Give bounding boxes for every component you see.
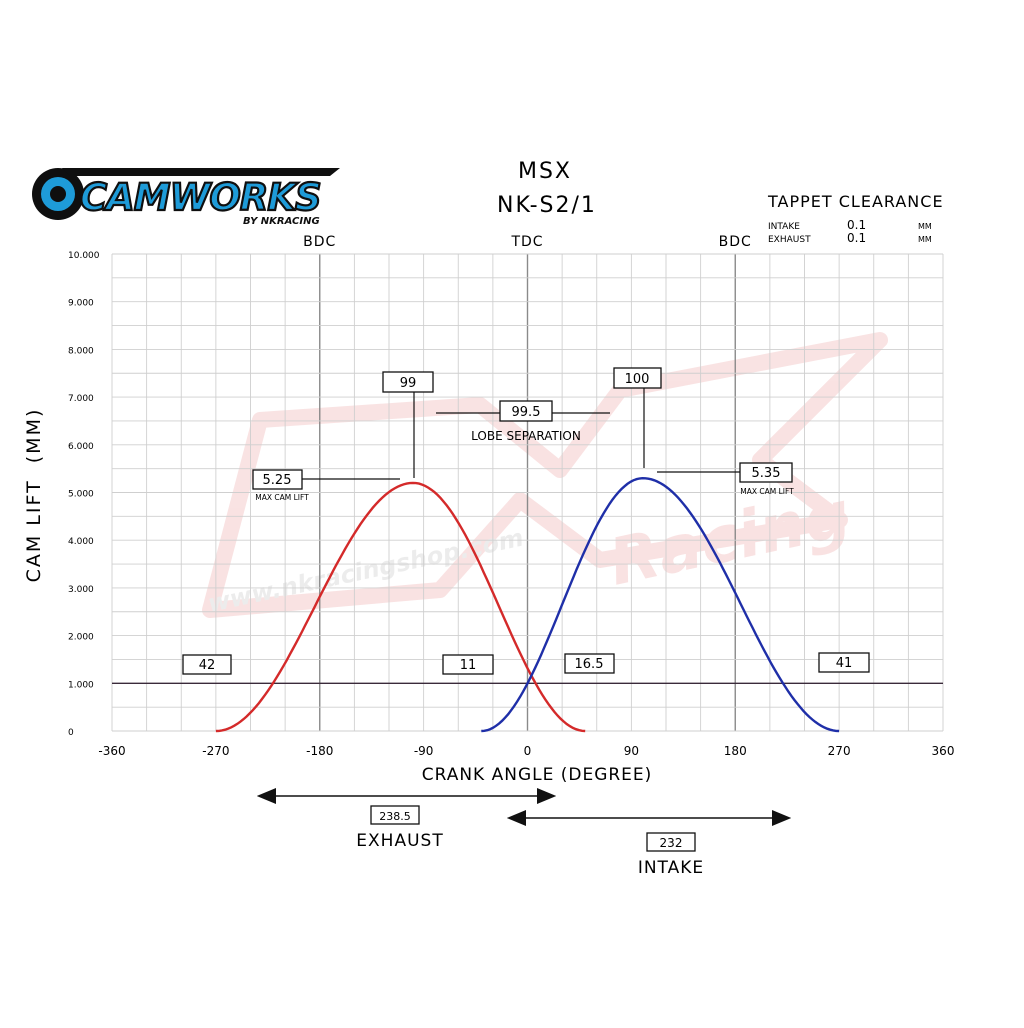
top-marker-2: BDC xyxy=(719,234,752,250)
tappet-heading: TAPPET CLEARANCE xyxy=(767,192,944,211)
grid xyxy=(111,253,944,732)
exhaust-open-box xyxy=(182,654,232,675)
watermark-nk-shape xyxy=(202,332,888,618)
intake-center-box xyxy=(613,367,662,389)
intake-open-value: 16.5 xyxy=(575,657,604,672)
intake-center-value: 100 xyxy=(625,372,650,387)
x-tick-label: -180 xyxy=(306,744,333,758)
x-tick-label: 90 xyxy=(624,744,639,758)
top-marker-1: TDC xyxy=(510,234,543,250)
y-tick-label: 5.000 xyxy=(68,490,94,500)
y-axis-label: CAM LIFT (MM) xyxy=(23,408,45,583)
tappet-intake-unit: MM xyxy=(918,222,932,231)
exhaust-max-lift-label: MAX CAM LIFT xyxy=(255,493,309,502)
lobe-separation-label: LOBE SEPARATION xyxy=(471,429,581,443)
exhaust-max-lift-box xyxy=(252,469,303,490)
tappet-intake-label: INTAKE xyxy=(768,222,800,232)
y-tick-label: 9.000 xyxy=(68,299,94,309)
x-tick-label: 180 xyxy=(724,744,747,758)
exhaust-duration-value: 238.5 xyxy=(379,810,411,823)
logo-brand: CAMWORKS xyxy=(80,176,321,219)
logo-tagline: BY NKRACING xyxy=(243,216,320,227)
y-tick-label: 6.000 xyxy=(68,442,94,452)
intake-max-lift-box xyxy=(739,462,793,483)
x-axis-label: CRANK ANGLE (DEGREE) xyxy=(422,765,653,785)
intake-close-box xyxy=(818,652,870,673)
intake-duration-value: 232 xyxy=(660,836,683,850)
chart-title-line2: NK-S2/1 xyxy=(497,193,597,218)
intake-lift-curve xyxy=(481,476,840,733)
y-tick-label: 7.000 xyxy=(68,394,94,404)
lobe-separation-value: 99.5 xyxy=(512,405,541,420)
exhaust-max-lift-value: 5.25 xyxy=(263,473,292,488)
y-tick-label: 0 xyxy=(68,728,74,738)
y-tick-label: 3.000 xyxy=(68,585,94,595)
axis-ticks: -360 -270 -180 -90 0 90 180 270 360 0 1.000 2.000 3.… xyxy=(68,251,954,758)
x-tick-label: 360 xyxy=(932,744,955,758)
logo-swoosh xyxy=(62,168,340,176)
y-tick-label: 8.000 xyxy=(68,346,94,356)
y-tick-label: 10.000 xyxy=(68,251,100,261)
exhaust-center-value: 99 xyxy=(400,376,417,391)
intake-open-box xyxy=(564,653,615,674)
tappet-exhaust-value: 0.1 xyxy=(847,231,866,245)
intake-max-lift-value: 5.35 xyxy=(752,466,781,481)
y-tick-label: 4.000 xyxy=(68,537,94,547)
intake-duration-label: INTAKE xyxy=(638,858,704,878)
exhaust-close-value: 11 xyxy=(460,658,477,673)
duration-indicators: 238.5 EXHAUST 232 INTAKE xyxy=(256,788,792,878)
tappet-exhaust-unit: MM xyxy=(918,235,932,244)
exhaust-close-box xyxy=(442,654,494,675)
y-tick-label: 1.000 xyxy=(68,680,94,690)
x-tick-label: 270 xyxy=(828,744,851,758)
intake-max-lift-label: MAX CAM LIFT xyxy=(740,487,794,496)
tappet-clearance-table: TAPPET CLEARANCE INTAKE 0.1 MM EXHAUST 0… xyxy=(767,192,944,245)
annotations: 99 100 99.5 LOBE SEPARATION 5.25 MAX CAM… xyxy=(182,367,870,675)
x-tick-label: 0 xyxy=(524,744,532,758)
chart-title-line1: MSX xyxy=(518,159,572,184)
exhaust-duration-label: EXHAUST xyxy=(356,831,443,851)
x-tick-label: -90 xyxy=(414,744,434,758)
tappet-exhaust-label: EXHAUST xyxy=(768,235,811,245)
x-tick-label: -270 xyxy=(202,744,229,758)
x-tick-label: -360 xyxy=(98,744,125,758)
y-tick-label: 2.000 xyxy=(68,633,94,643)
intake-close-value: 41 xyxy=(836,656,853,671)
exhaust-lift-curve xyxy=(215,481,586,733)
top-marker-0: BDC xyxy=(303,234,336,250)
lobe-separation-box xyxy=(499,400,553,422)
exhaust-center-box xyxy=(382,371,434,393)
exhaust-duration-box xyxy=(370,805,420,825)
top-markers: BDC TDC BDC xyxy=(303,234,752,250)
exhaust-open-value: 42 xyxy=(199,658,216,673)
camworks-logo: CAMWORKS BY NKRACING xyxy=(32,168,340,227)
intake-duration-box xyxy=(646,832,696,852)
tappet-intake-value: 0.1 xyxy=(847,218,866,232)
lift-curves xyxy=(215,476,840,733)
logo-ring-inner xyxy=(50,186,66,202)
